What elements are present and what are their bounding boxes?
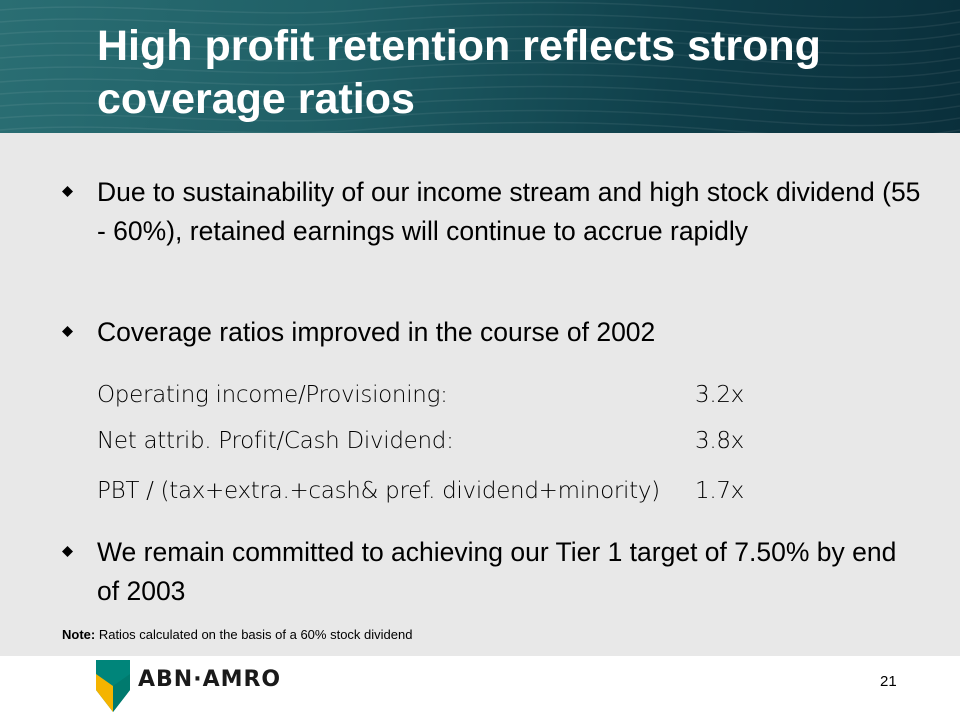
ratio-value: 3.2x <box>695 382 744 408</box>
ratio-row: Operating income/Provisioning: 3.2x <box>97 380 857 410</box>
bullet-text: Coverage ratios improved in the course o… <box>97 317 656 347</box>
ratio-label: PBT / (tax+extra.+cash& pref. dividend+m… <box>97 478 660 504</box>
footnote-text: Ratios calculated on the basis of a 60% … <box>95 627 413 642</box>
slide-title: High profit retention reflects strong co… <box>97 22 821 123</box>
diamond-bullet-icon <box>62 326 73 337</box>
title-banner: High profit retention reflects strong co… <box>0 0 960 133</box>
footer <box>0 656 960 720</box>
footnote-label: Note: <box>62 627 96 642</box>
bullet-item: We remain committed to achieving our Tie… <box>62 533 922 611</box>
page-number: 21 <box>880 673 897 690</box>
wave-pattern <box>0 1 960 133</box>
ratio-label: Net attrib. Profit/Cash Dividend: <box>97 428 454 454</box>
bullet-text: Due to sustainability of our income stre… <box>97 177 921 246</box>
ratio-value: 1.7x <box>695 478 744 504</box>
slide-body <box>0 133 960 656</box>
bullet-item: Due to sustainability of our income stre… <box>62 173 922 251</box>
footnote: Note: Ratios calculated on the basis of … <box>62 627 412 643</box>
ratio-label: Operating income/Provisioning: <box>97 382 448 408</box>
diamond-bullet-icon <box>62 546 73 557</box>
bullet-text: We remain committed to achieving our Tie… <box>97 537 897 606</box>
ratio-row: PBT / (tax+extra.+cash& pref. dividend+m… <box>97 476 857 506</box>
bullet-item: Coverage ratios improved in the course o… <box>62 313 922 352</box>
abn-amro-shield-icon <box>96 660 130 712</box>
ratio-value: 3.8x <box>695 428 744 454</box>
ratio-row: Net attrib. Profit/Cash Dividend: 3.8x <box>97 426 857 456</box>
brand-name: ABN·AMRO <box>138 667 282 692</box>
diamond-bullet-icon <box>62 186 73 197</box>
